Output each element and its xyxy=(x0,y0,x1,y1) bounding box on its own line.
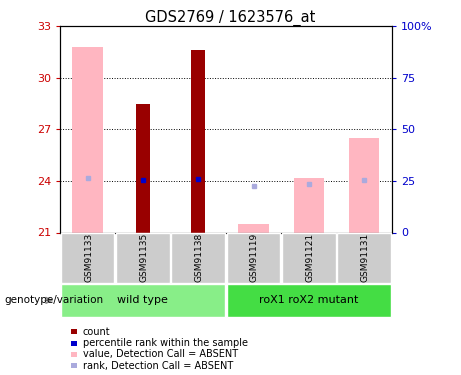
Text: GSM91133: GSM91133 xyxy=(84,233,93,282)
Text: genotype/variation: genotype/variation xyxy=(5,296,104,305)
Bar xyxy=(238,224,269,232)
Text: value, Detection Call = ABSENT: value, Detection Call = ABSENT xyxy=(83,350,238,359)
Text: GSM91131: GSM91131 xyxy=(361,233,370,282)
Bar xyxy=(191,50,205,232)
Text: GDS2769 / 1623576_at: GDS2769 / 1623576_at xyxy=(145,9,316,26)
Text: GSM91119: GSM91119 xyxy=(250,233,259,282)
Text: GSM91138: GSM91138 xyxy=(195,233,204,282)
Text: wild type: wild type xyxy=(118,296,168,305)
Text: roX1 roX2 mutant: roX1 roX2 mutant xyxy=(259,296,359,305)
Text: GSM91135: GSM91135 xyxy=(139,233,148,282)
Text: GSM91121: GSM91121 xyxy=(305,233,314,282)
Bar xyxy=(136,104,150,232)
Text: count: count xyxy=(83,327,111,337)
Text: rank, Detection Call = ABSENT: rank, Detection Call = ABSENT xyxy=(83,361,233,370)
Bar xyxy=(72,47,103,232)
Text: percentile rank within the sample: percentile rank within the sample xyxy=(83,338,248,348)
Bar xyxy=(294,177,324,232)
Bar xyxy=(349,138,379,232)
